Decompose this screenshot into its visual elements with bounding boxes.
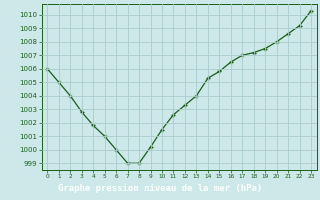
Text: Graphe pression niveau de la mer (hPa): Graphe pression niveau de la mer (hPa) [58, 184, 262, 193]
